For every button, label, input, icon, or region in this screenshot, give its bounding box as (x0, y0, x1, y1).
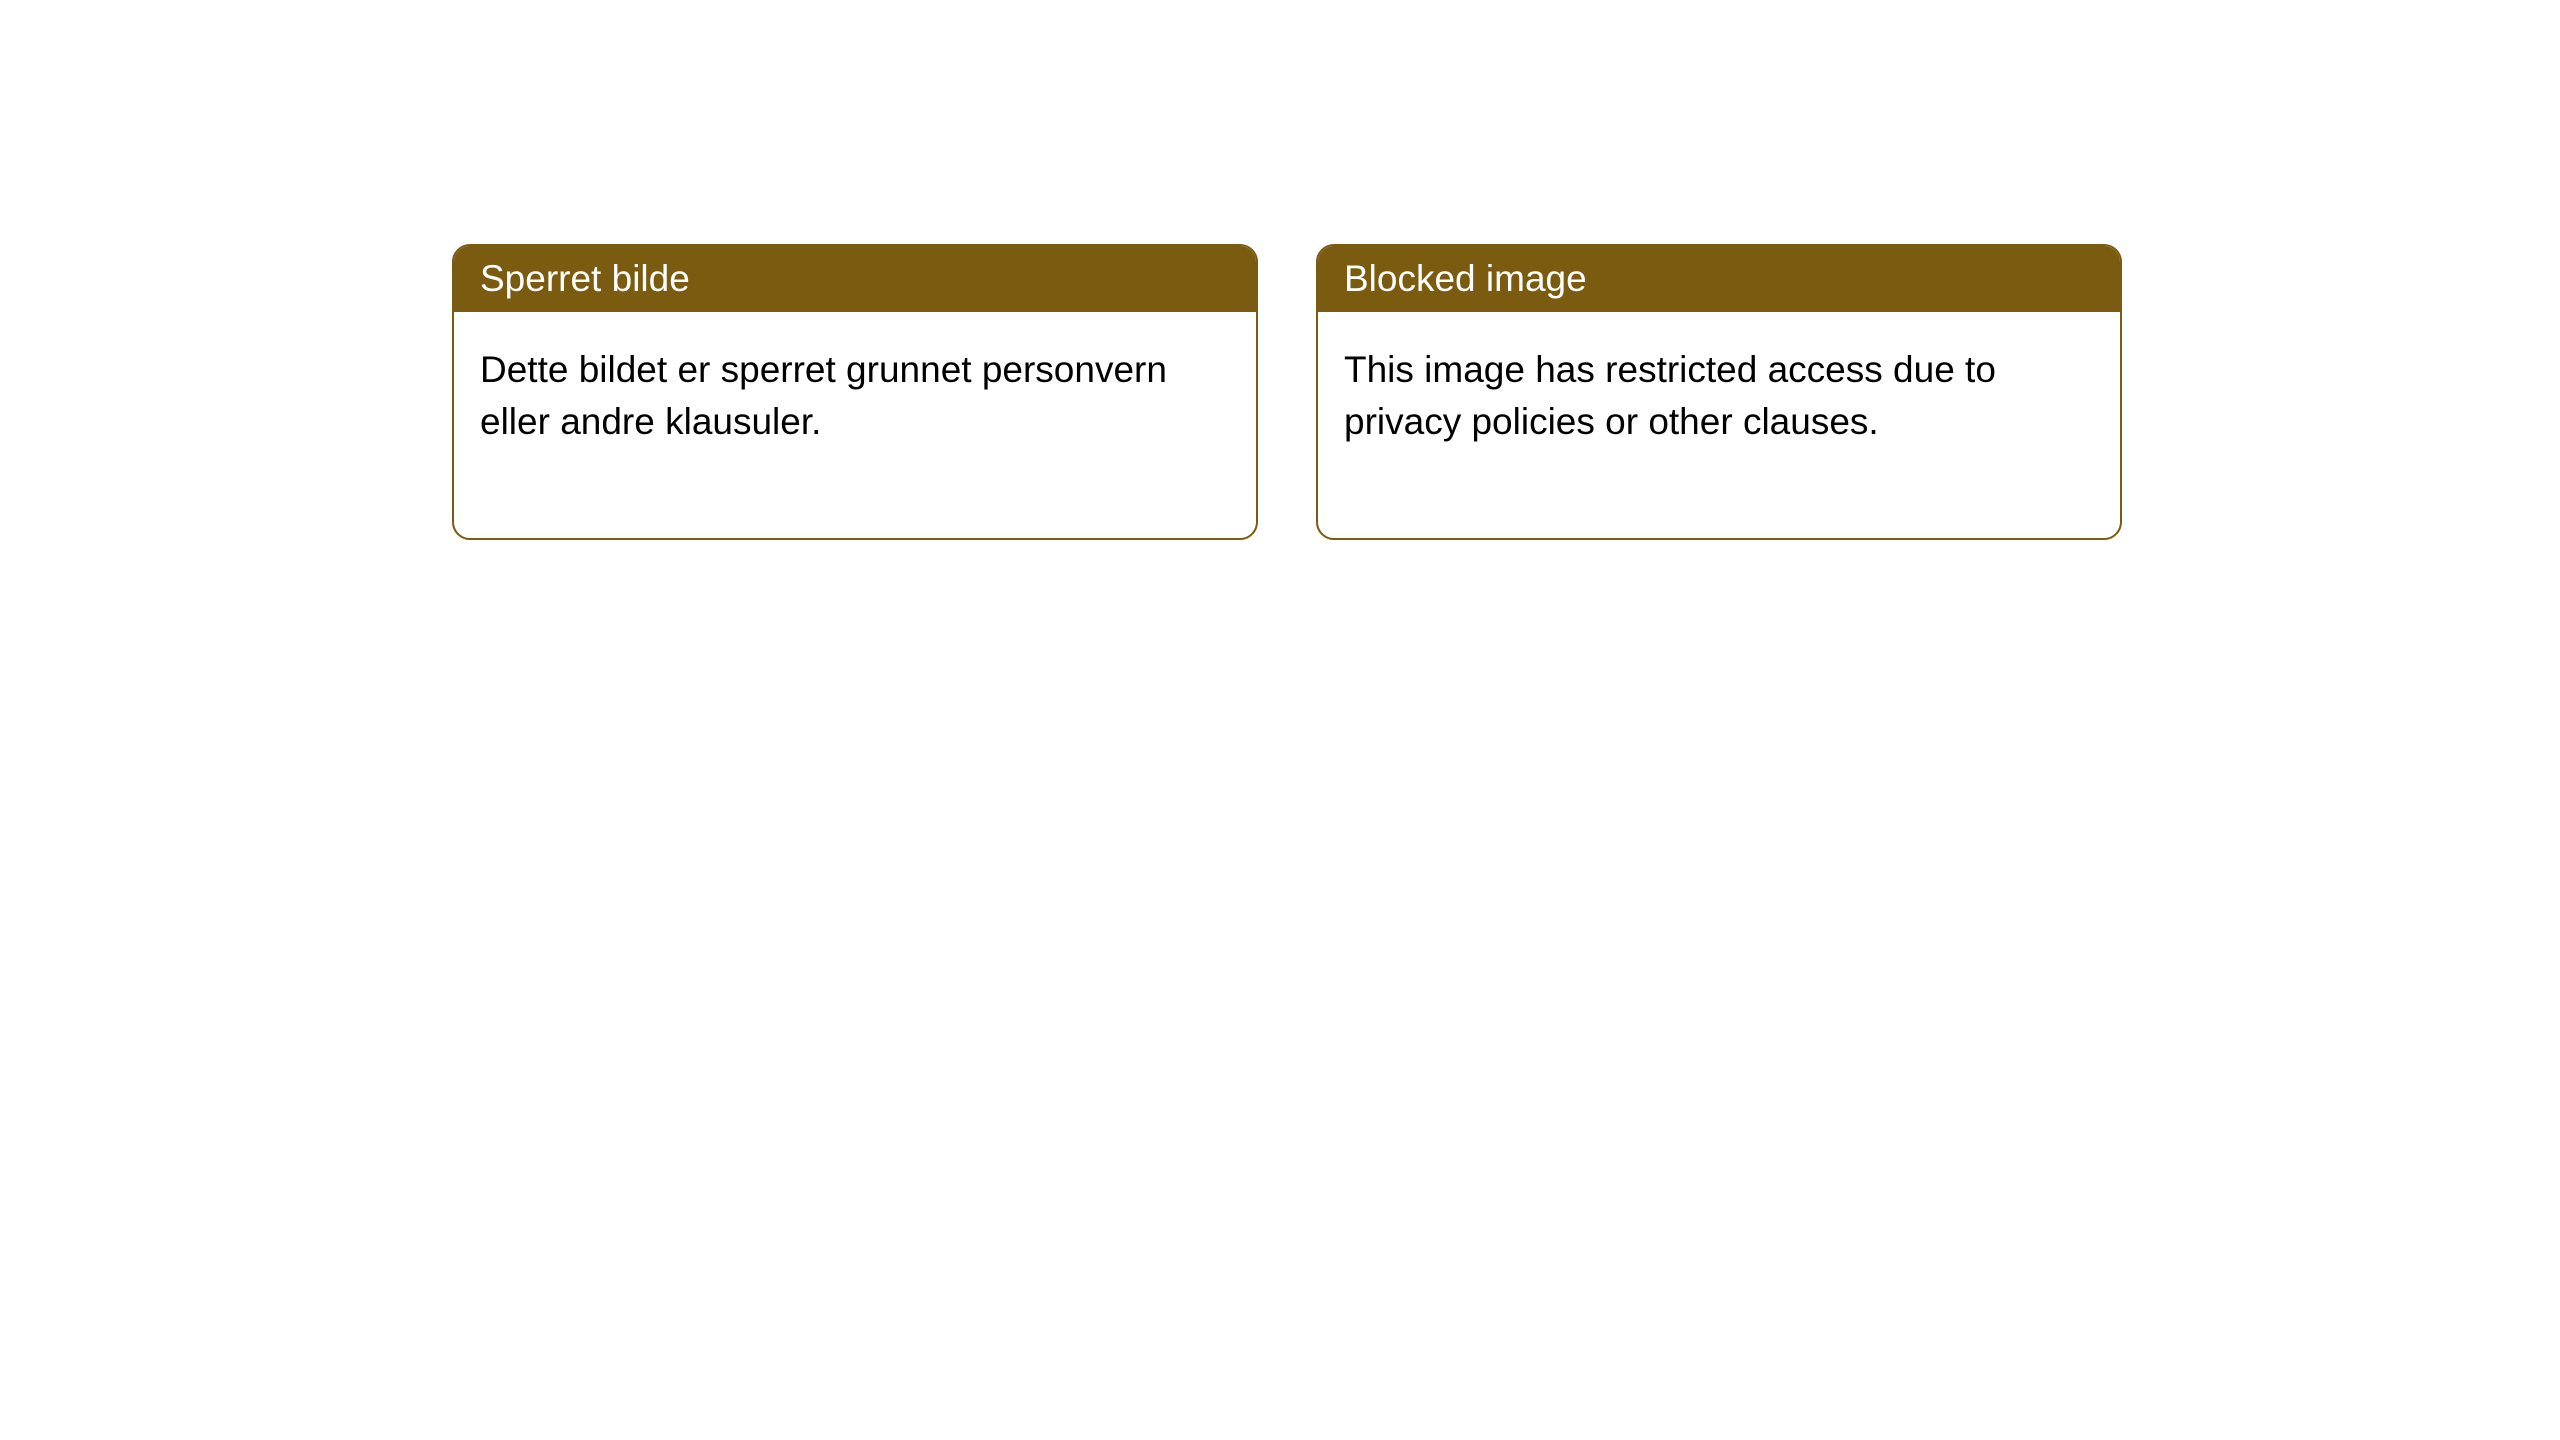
notice-header: Sperret bilde (454, 246, 1256, 312)
notice-body: This image has restricted access due to … (1318, 312, 2120, 538)
notice-header: Blocked image (1318, 246, 2120, 312)
notice-body: Dette bildet er sperret grunnet personve… (454, 312, 1256, 538)
notice-container: Sperret bilde Dette bildet er sperret gr… (0, 0, 2560, 540)
notice-card-norwegian: Sperret bilde Dette bildet er sperret gr… (452, 244, 1258, 540)
notice-card-english: Blocked image This image has restricted … (1316, 244, 2122, 540)
